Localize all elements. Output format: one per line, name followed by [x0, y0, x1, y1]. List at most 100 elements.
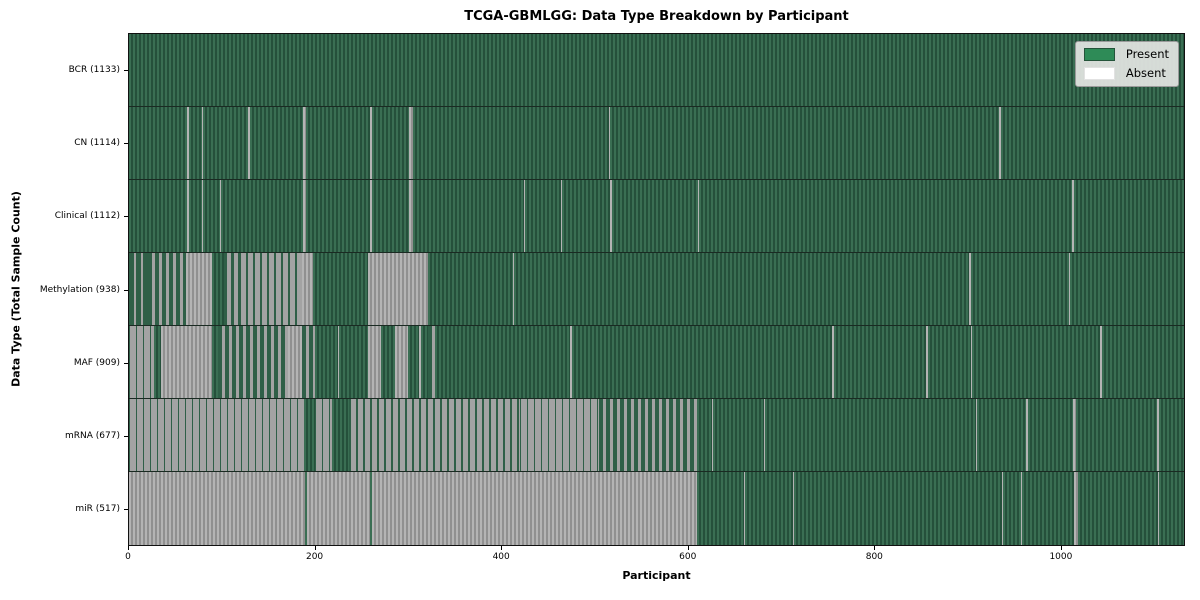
segment-mixed: [218, 326, 239, 398]
segment-absent: [968, 253, 971, 325]
segment-present: [211, 253, 224, 325]
segment-absent: [372, 472, 697, 545]
segment-present: [1000, 107, 1184, 179]
present-swatch-icon: [1083, 48, 1115, 61]
segment-present: [305, 180, 371, 252]
segment-present: [188, 107, 202, 179]
segment-present: [421, 326, 428, 398]
segment-absent: [609, 107, 611, 179]
segment-absent: [395, 326, 409, 398]
segment-present: [304, 472, 307, 545]
segment-absent: [306, 472, 371, 545]
segment-absent: [302, 253, 314, 325]
segment-absent: [160, 326, 212, 398]
segment-present: [561, 180, 611, 252]
segment-present: [697, 399, 712, 471]
segment-present: [697, 472, 745, 545]
segment-absent: [744, 472, 746, 545]
y-tick-label-mRNA: mRNA (677): [65, 431, 120, 442]
y-tick-label-CN: CN (1114): [74, 137, 120, 148]
segment-present: [712, 399, 765, 471]
y-axis-label: Data Type (Total Sample Count): [9, 191, 23, 387]
x-tick-mark: [501, 546, 503, 550]
segment-absent: [1025, 399, 1028, 471]
segment-absent: [1072, 180, 1075, 252]
y-tick-mark: [124, 69, 128, 71]
x-tick-label-800: 800: [865, 552, 883, 562]
legend-absent-label: Absent: [1125, 65, 1166, 80]
heatmap-row-Methylation: [129, 253, 1184, 326]
segment-absent: [1073, 399, 1076, 471]
y-tick-mark: [124, 509, 128, 511]
segment-present: [764, 399, 977, 471]
segment-present: [793, 472, 1003, 545]
segment-absent: [248, 107, 251, 179]
segment-mixed: [427, 326, 436, 398]
x-tick-mark: [314, 546, 316, 550]
segment-absent: [512, 253, 514, 325]
segment-present: [331, 399, 349, 471]
x-tick-label-400: 400: [492, 552, 510, 562]
segment-absent: [1002, 472, 1004, 545]
x-tick-mark: [128, 546, 129, 550]
segment-absent: [418, 326, 422, 398]
segment-present: [1158, 472, 1184, 545]
segment-absent: [832, 326, 834, 398]
heatmap-row-mRNA: [129, 399, 1184, 472]
segment-absent: [561, 180, 562, 252]
segment-mixed: [223, 253, 239, 325]
heatmap-row-miR: [129, 472, 1184, 545]
segment-present: [833, 326, 927, 398]
segment-present: [1102, 326, 1184, 398]
x-tick-label-600: 600: [679, 552, 697, 562]
heatmap-row-BCR: [129, 34, 1184, 107]
segment-present: [305, 107, 371, 179]
heatmap-row-CN: [129, 107, 1184, 180]
segment-present: [572, 326, 832, 398]
segment-absent: [523, 180, 525, 252]
y-tick-mark: [124, 289, 128, 291]
y-tick-label-Clinical: Clinical (1112): [54, 211, 120, 222]
x-tick-label-0: 0: [125, 552, 131, 562]
segment-mixed: [302, 326, 316, 398]
segment-absent: [229, 107, 231, 179]
x-tick-label-200: 200: [305, 552, 324, 562]
segment-mixed: [129, 399, 305, 471]
segment-present: [1158, 399, 1184, 471]
segment-absent: [1156, 399, 1159, 471]
segment-mixed: [238, 253, 303, 325]
absent-swatch-icon: [1083, 67, 1115, 80]
segment-present: [129, 107, 187, 179]
segment-absent: [1157, 472, 1159, 545]
segment-present: [203, 107, 230, 179]
segment-present: [1003, 472, 1022, 545]
segment-absent: [1074, 472, 1078, 545]
segment-absent: [201, 180, 204, 252]
segment-present: [427, 253, 513, 325]
segment-present: [203, 180, 221, 252]
segment-present: [1027, 399, 1074, 471]
segment-absent: [303, 180, 306, 252]
segment-absent: [185, 253, 212, 325]
segment-present: [970, 253, 1070, 325]
heatmap-row-Clinical: [129, 180, 1184, 253]
segment-absent: [570, 326, 573, 398]
segment-absent: [303, 107, 306, 179]
segment-absent: [1069, 253, 1071, 325]
segment-absent: [792, 472, 794, 545]
segment-absent: [220, 180, 222, 252]
segment-present: [1070, 253, 1184, 325]
segment-present: [1077, 472, 1158, 545]
segment-present: [211, 326, 219, 398]
segment-absent: [368, 326, 382, 398]
segment-mixed: [129, 326, 155, 398]
x-tick-label-1000: 1000: [1049, 552, 1073, 562]
segment-absent: [711, 399, 713, 471]
segment-present: [339, 326, 369, 398]
y-tick-mark: [124, 436, 128, 438]
segment-present: [610, 107, 999, 179]
segment-absent: [610, 180, 613, 252]
y-tick-label-Methylation: Methylation (938): [39, 284, 120, 295]
segment-mixed: [599, 399, 697, 471]
